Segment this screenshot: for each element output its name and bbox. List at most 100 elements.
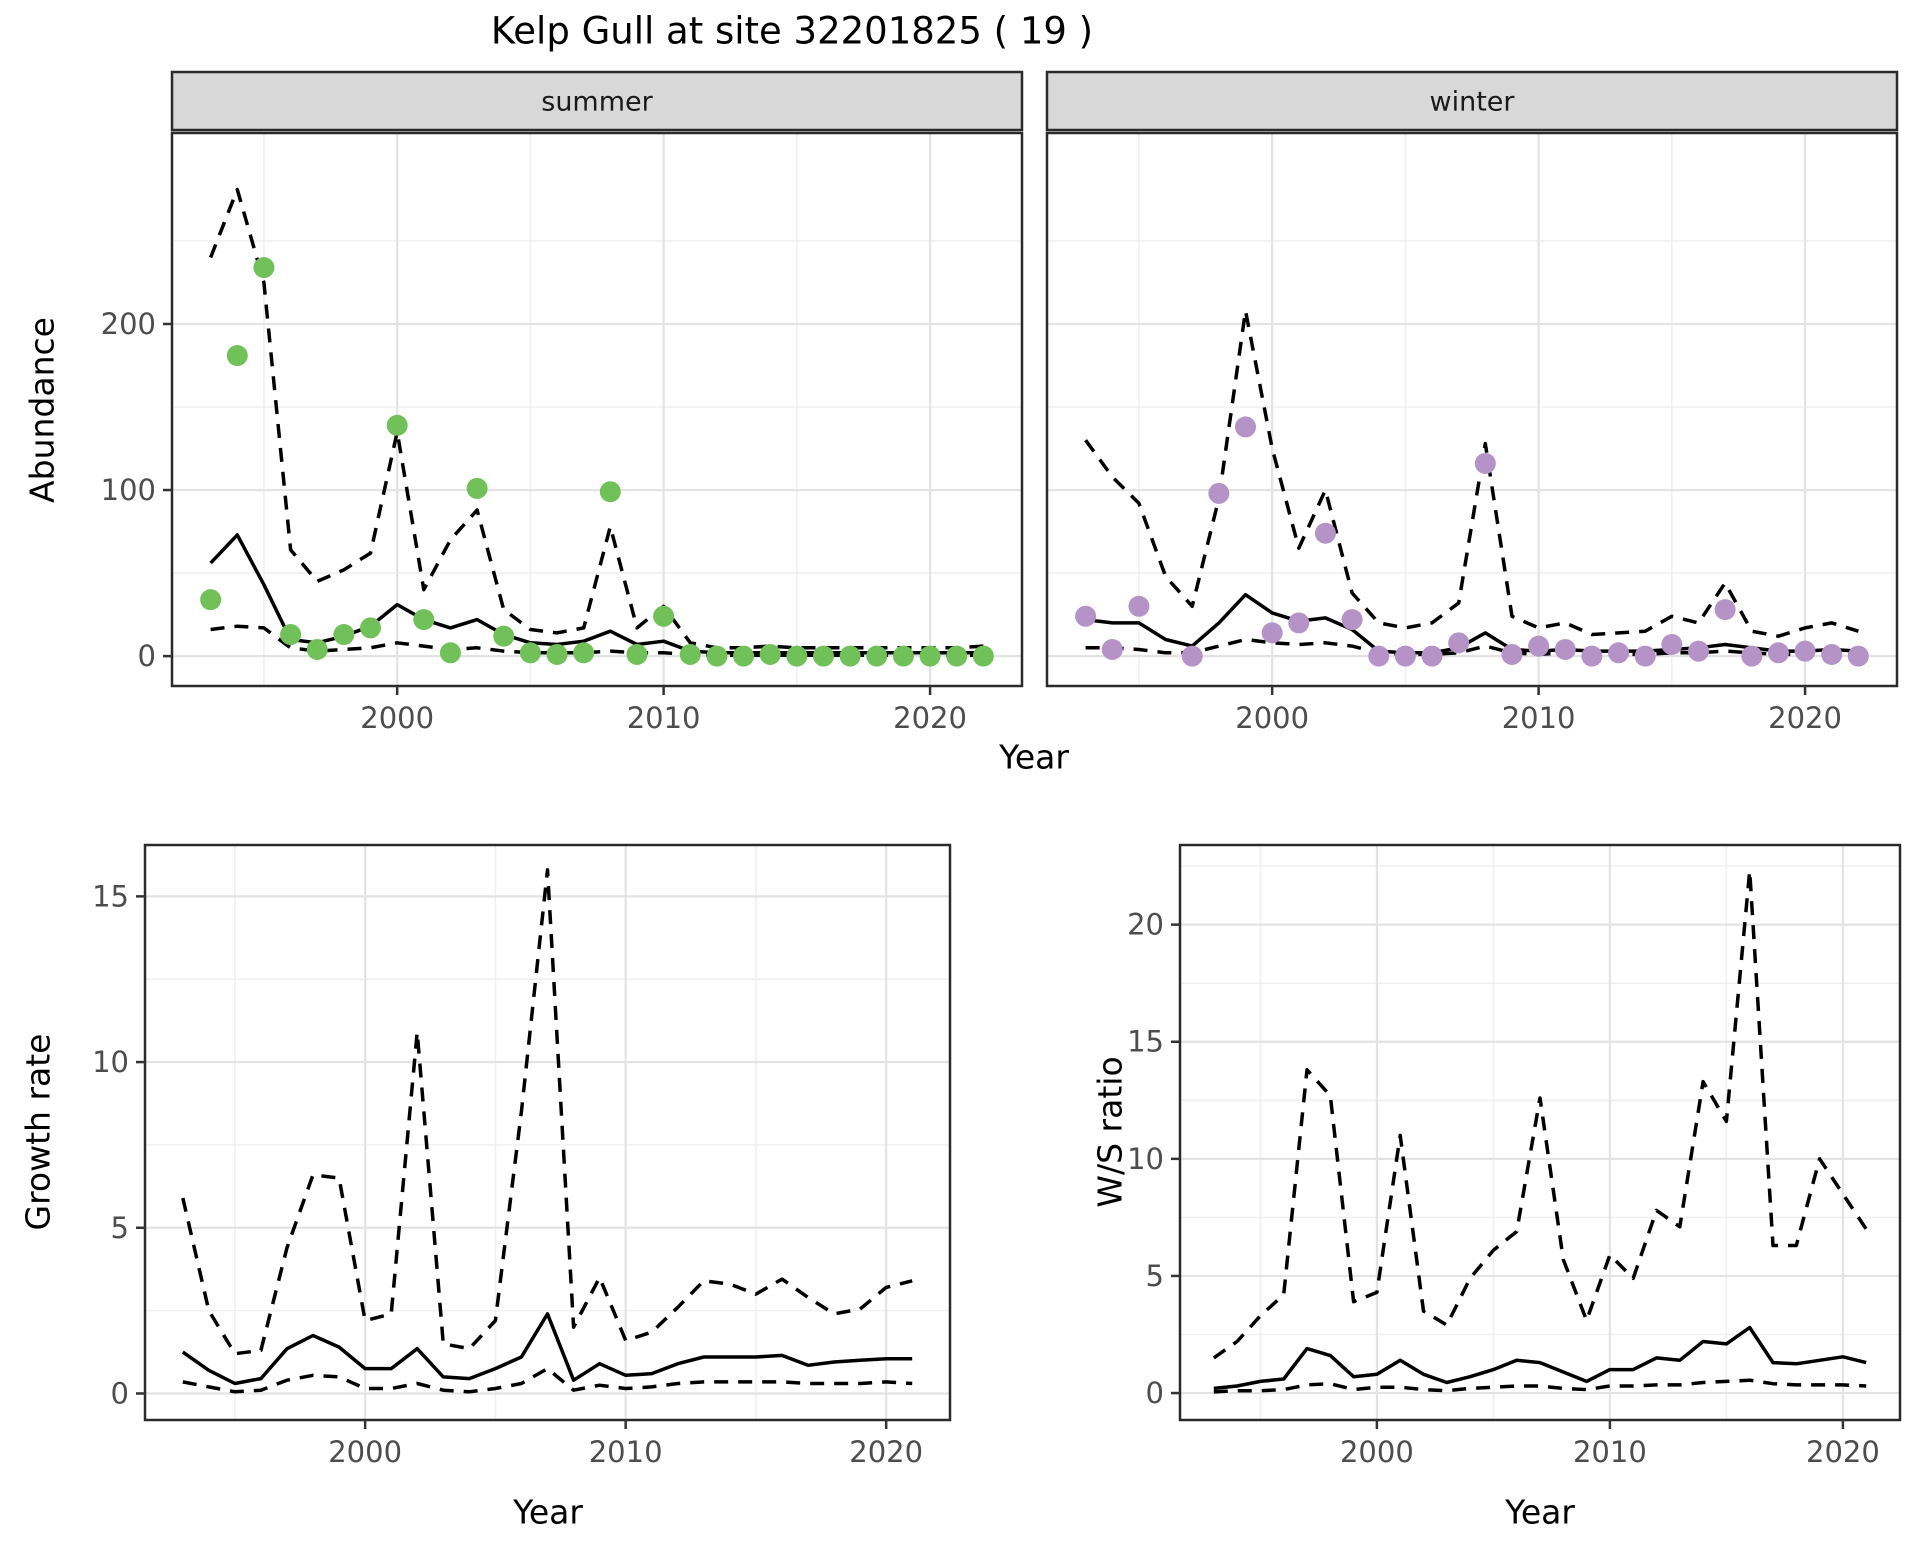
abundance_summer-panel xyxy=(172,133,1022,686)
x-tick-label: 2000 xyxy=(1235,701,1309,735)
abundance_summer-observed-point xyxy=(786,645,808,667)
abundance_summer-observed-point xyxy=(413,609,435,631)
abundance_winter-observed-point xyxy=(1661,633,1683,655)
abundance_summer-observed-point xyxy=(626,643,648,665)
x-tick-label: 2000 xyxy=(328,1435,402,1469)
abundance_summer-observed-point xyxy=(386,414,408,436)
abundance_winter-observed-point xyxy=(1368,645,1390,667)
y-axis-title-growth-rate: Growth rate xyxy=(18,1033,58,1231)
ws_ratio-panel xyxy=(1180,845,1900,1420)
abundance_winter-lower_ci-line xyxy=(1085,637,1859,657)
abundance_summer-observed-point xyxy=(519,642,541,664)
abundance_winter-observed-point xyxy=(1314,522,1336,544)
growth_rate-panel-border xyxy=(143,843,952,1422)
abundance_winter-observed-point xyxy=(1794,640,1816,662)
y-tick-label: 200 xyxy=(101,307,156,341)
abundance_summer-observed-point xyxy=(599,481,621,503)
y-tick-label: 15 xyxy=(92,879,129,913)
abundance_winter-observed-point xyxy=(1128,595,1150,617)
abundance_summer-observed-point xyxy=(892,645,914,667)
x-tick-label: 2000 xyxy=(1340,1435,1414,1469)
abundance_summer-facet-strip xyxy=(170,70,1024,132)
abundance_winter-observed-point xyxy=(1075,605,1097,627)
abundance_summer-observed-point xyxy=(439,642,461,664)
y-tick-label: 0 xyxy=(111,1376,129,1410)
abundance_winter-panel-border xyxy=(1045,131,1899,688)
ws_ratio-panel-border xyxy=(1178,843,1902,1422)
abundance_winter-observed-point xyxy=(1714,599,1736,621)
abundance_summer-observed-point xyxy=(733,645,755,667)
abundance_winter-observed-point xyxy=(1687,640,1709,662)
abundance_summer-observed-point xyxy=(360,617,382,639)
y-tick-label: 0 xyxy=(1146,1376,1164,1410)
growth_rate-panel xyxy=(145,845,950,1420)
y-tick-label: 15 xyxy=(1127,1025,1164,1059)
abundance_winter-observed-point xyxy=(1608,642,1630,664)
abundance_winter-observed-point xyxy=(1634,645,1656,667)
abundance_winter-facet-strip xyxy=(1045,70,1899,132)
abundance_summer-observed-point xyxy=(839,645,861,667)
abundance_winter-median-line xyxy=(1085,592,1859,655)
y-tick-label: 10 xyxy=(92,1045,129,1079)
abundance_winter-upper_ci-line xyxy=(1084,308,1859,638)
abundance_winter-observed-point xyxy=(1421,645,1443,667)
chart-title: Kelp Gull at site 32201825 ( 19 ) xyxy=(490,9,1094,53)
x-tick-label: 2020 xyxy=(893,701,967,735)
abundance_winter-observed-point xyxy=(1288,612,1310,634)
abundance_summer-panel-border xyxy=(170,131,1024,688)
abundance_winter-observed-point xyxy=(1741,645,1763,667)
ws_ratio-median-line xyxy=(1213,1325,1867,1391)
abundance_summer-observed-point xyxy=(706,645,728,667)
abundance_winter-observed-point xyxy=(1181,645,1203,667)
abundance_winter-observed-point xyxy=(1341,609,1363,631)
abundance_winter-observed-point xyxy=(1767,642,1789,664)
abundance_winter-observed-point xyxy=(1394,645,1416,667)
y-tick-label: 20 xyxy=(1127,908,1164,942)
abundance_winter-observed-point xyxy=(1847,645,1869,667)
abundance_winter-observed-point xyxy=(1101,638,1123,660)
x-tick-label: 2000 xyxy=(360,701,434,735)
x-tick-label: 2010 xyxy=(627,701,701,735)
x-tick-label: 2010 xyxy=(589,1435,663,1469)
abundance_summer-observed-point xyxy=(226,345,248,367)
abundance_summer-observed-point xyxy=(759,643,781,665)
abundance_winter-observed-point xyxy=(1501,643,1523,665)
abundance_summer-observed-point xyxy=(253,257,275,279)
abundance_winter-observed-point xyxy=(1448,632,1470,654)
facet-strip-label-winter: winter xyxy=(1429,86,1515,118)
x-axis-title-year-top: Year xyxy=(999,737,1069,777)
abundance_summer-observed-point xyxy=(653,605,675,627)
abundance_winter-observed-point xyxy=(1208,482,1230,504)
abundance_summer-observed-point xyxy=(919,645,941,667)
abundance_winter-panel xyxy=(1047,133,1897,686)
y-axis-title-abundance: Abundance xyxy=(22,317,62,503)
abundance_winter-observed-point xyxy=(1235,416,1257,438)
y-axis-title-ws-ratio: W/S ratio xyxy=(1090,1056,1130,1208)
abundance_summer-observed-point xyxy=(866,645,888,667)
y-tick-label: 5 xyxy=(111,1211,129,1245)
y-tick-label: 10 xyxy=(1127,1142,1164,1176)
abundance_summer-observed-point xyxy=(466,477,488,499)
x-tick-label: 2010 xyxy=(1573,1435,1647,1469)
abundance_winter-observed-point xyxy=(1261,622,1283,644)
abundance_summer-observed-point xyxy=(573,642,595,664)
y-tick-label: 5 xyxy=(1146,1259,1164,1293)
abundance_summer-observed-point xyxy=(546,643,568,665)
abundance_winter-observed-point xyxy=(1554,638,1576,660)
abundance_summer-observed-point xyxy=(306,638,328,660)
ws_ratio-lower_ci-line xyxy=(1213,1378,1867,1394)
ws_ratio-upper_ci-line xyxy=(1212,869,1868,1360)
x-tick-label: 2010 xyxy=(1502,701,1576,735)
abundance_summer-observed-point xyxy=(333,624,355,646)
growth_rate-upper_ci-line xyxy=(181,868,913,1356)
abundance_summer-observed-point xyxy=(200,589,222,611)
x-tick-label: 2020 xyxy=(849,1435,923,1469)
y-tick-label: 100 xyxy=(101,473,156,507)
abundance_summer-observed-point xyxy=(679,643,701,665)
abundance_winter-observed-point xyxy=(1821,643,1843,665)
y-tick-label: 0 xyxy=(138,639,156,673)
abundance_winter-observed-point xyxy=(1581,645,1603,667)
growth_rate-median-line xyxy=(181,1312,913,1386)
abundance_summer-observed-point xyxy=(493,625,515,647)
